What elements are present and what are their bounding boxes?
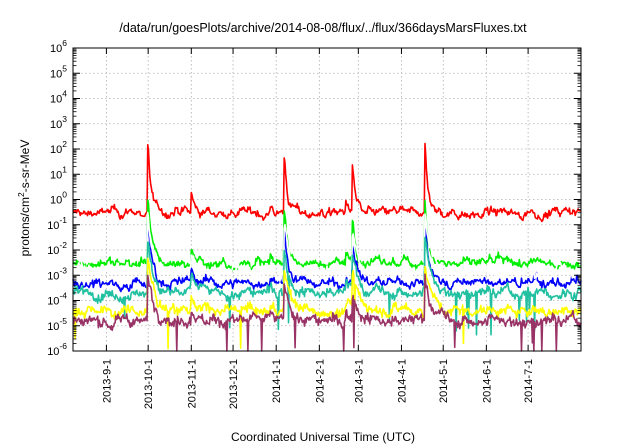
x-tick-label: 2014-3-1 <box>353 359 365 403</box>
y-tick-label: 104 <box>50 89 67 106</box>
series-line-3 <box>72 223 582 293</box>
x-tick-label: 2013-10-1 <box>143 359 155 409</box>
x-tick-label: 2013-9-1 <box>101 359 113 403</box>
series-layer <box>72 142 582 352</box>
y-tick-label: 10-4 <box>47 291 67 308</box>
series-line-6 <box>72 257 582 350</box>
y-tick-label: 101 <box>50 164 67 181</box>
y-tick-label: 105 <box>50 63 67 80</box>
y-tick-label: 102 <box>50 139 67 156</box>
x-tick-label: 2013-11-1 <box>186 359 198 408</box>
y-tick-label: 10-1 <box>47 215 67 232</box>
y-tick-label: 100 <box>50 190 67 207</box>
x-tick-label: 2014-5-1 <box>438 359 450 403</box>
x-tick-label: 2014-6-1 <box>481 359 493 403</box>
series-line-4 <box>72 211 582 282</box>
y-tick-label: 10-6 <box>47 341 67 358</box>
series-line-1 <box>72 142 582 223</box>
grid <box>73 48 581 351</box>
x-tick-label: 2014-2-1 <box>314 359 326 403</box>
y-tick-label: 103 <box>50 114 67 131</box>
x-tick-label: 2014-1-1 <box>271 359 283 403</box>
axis-ticks <box>73 47 581 352</box>
x-tick-labels: 2013-9-1 2013-10-1 2013-11-1 2013-12-1 2014-… <box>101 359 535 409</box>
y-tick-label: 106 <box>50 38 67 55</box>
x-tick-label: 2013-12-1 <box>228 359 240 409</box>
series-line-2 <box>72 199 582 272</box>
series-line-7 <box>72 273 582 352</box>
x-axis-label: Coordinated Universal Time (UTC) <box>231 430 415 444</box>
y-axis-label: protons/cm2-s-sr-MeV <box>16 140 32 257</box>
y-tick-labels: 10-6 10-5 10-4 10-3 10-2 10-1 100 101 102 103 104 1… <box>47 38 67 358</box>
y-tick-label: 10-3 <box>47 265 67 282</box>
series-line-5 <box>72 236 582 336</box>
x-tick-label: 2014-4-1 <box>396 359 408 403</box>
chart-title: /data/run/goesPlots/archive/2014-08-08/f… <box>119 21 527 35</box>
y-tick-label: 10-5 <box>47 316 67 333</box>
x-tick-label: 2014-7-1 <box>523 359 535 403</box>
y-tick-label: 10-2 <box>47 240 67 257</box>
